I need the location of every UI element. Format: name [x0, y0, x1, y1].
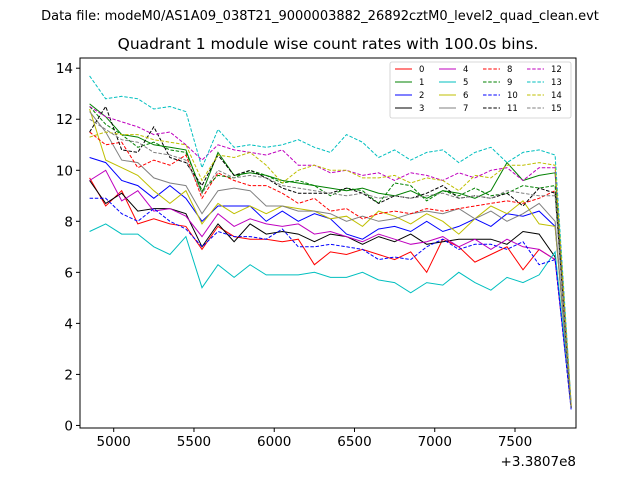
legend-label-7: 7: [463, 104, 468, 114]
legend-label-2: 2: [419, 91, 424, 101]
series-line-7: [89, 111, 572, 408]
legend-label-0: 0: [419, 65, 424, 75]
series-line-8: [89, 131, 572, 408]
y-tick-label: 12: [56, 112, 73, 128]
legend-label-4: 4: [463, 65, 468, 75]
y-tick-label: 6: [64, 265, 73, 281]
x-axis: 5000 5500 6000 6500 7000 7500: [97, 428, 532, 450]
legend-label-9: 9: [507, 78, 512, 88]
series-line-0: [89, 177, 572, 408]
y-axis: 0 2 4 6 8 10 12 14: [56, 61, 80, 434]
legend-label-8: 8: [507, 65, 512, 75]
y-tick-label: 8: [64, 214, 73, 230]
x-tick-label: 6000: [257, 434, 291, 450]
legend-label-11: 11: [507, 104, 518, 114]
axes-frame: [79, 57, 577, 429]
legend-label-1: 1: [419, 78, 424, 88]
series-line-15: [89, 118, 572, 408]
legend-label-14: 14: [551, 91, 562, 101]
series-line-14: [89, 131, 572, 406]
legend-label-13: 13: [551, 78, 562, 88]
series-line-13: [89, 75, 572, 406]
legend-label-10: 10: [507, 91, 518, 101]
y-tick-label: 0: [64, 418, 73, 434]
x-tick-label: 7500: [498, 434, 532, 450]
chart-title: Quadrant 1 module wise count rates with …: [118, 35, 539, 53]
y-tick-label: 2: [64, 367, 73, 383]
legend-frame: [389, 61, 572, 119]
legend-label-5: 5: [463, 78, 468, 88]
x-tick-label: 5500: [177, 434, 211, 450]
x-tick-label: 6500: [337, 434, 371, 450]
x-tick-label: 7000: [418, 434, 452, 450]
series-line-12: [89, 106, 572, 406]
x-tick-label: 5000: [97, 434, 131, 450]
x-axis-offset-label: +3.3807e8: [501, 454, 576, 470]
series-line-4: [89, 169, 572, 408]
series-layer: [89, 75, 572, 411]
series-line-9: [89, 106, 572, 408]
y-tick-label: 14: [56, 61, 73, 77]
y-tick-label: 10: [56, 163, 73, 179]
series-line-10: [89, 197, 572, 411]
series-line-6: [89, 108, 572, 408]
legend-label-12: 12: [551, 65, 562, 75]
series-line-1: [89, 103, 572, 408]
legend-label-3: 3: [419, 104, 424, 114]
series-line-5: [89, 223, 572, 408]
legend-label-6: 6: [463, 91, 468, 101]
y-tick-label: 4: [64, 316, 73, 332]
legend-label-15: 15: [551, 104, 562, 114]
figure-suptitle: Data file: modeM0/AS1A09_038T21_90000038…: [41, 9, 599, 24]
